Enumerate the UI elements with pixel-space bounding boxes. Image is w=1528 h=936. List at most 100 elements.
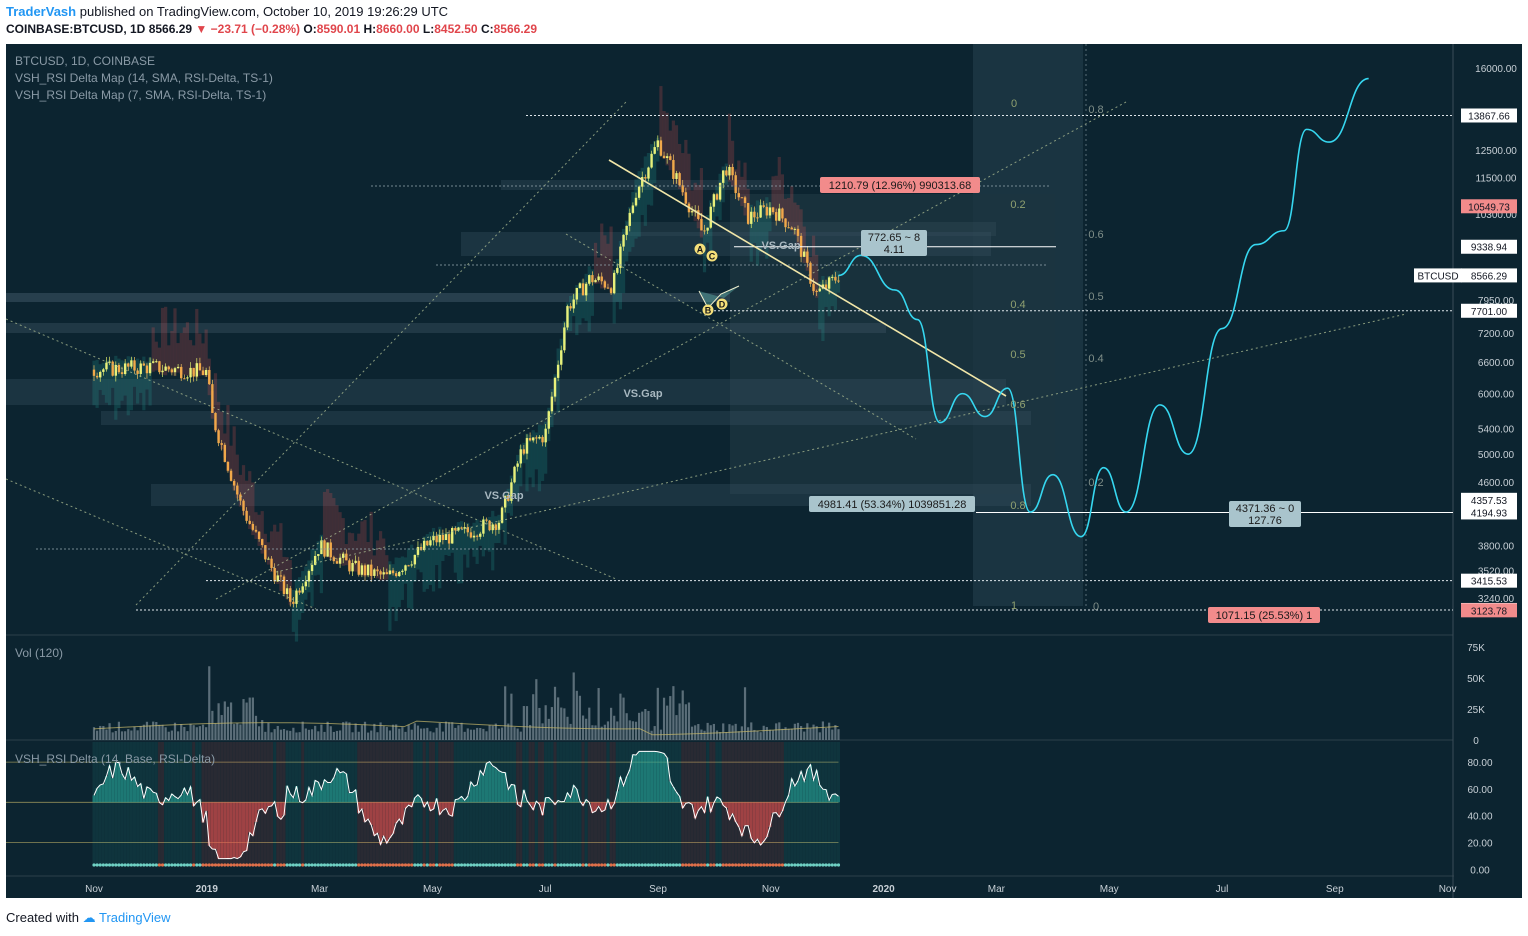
rsi-axis-tick: 60.00 xyxy=(1467,785,1492,796)
candle-body xyxy=(765,206,769,216)
rsi-map-column xyxy=(643,742,647,866)
map-cloud-segment xyxy=(332,498,336,562)
candle-body xyxy=(466,527,469,533)
rsi-map-column xyxy=(706,742,710,866)
time-axis-tick: May xyxy=(1100,884,1119,895)
chart-svg[interactable]: 1210.79 (12.96%) 990313.68 772.65 ~ 84.11… xyxy=(6,44,1522,898)
map-cloud-segment xyxy=(466,522,470,568)
rsi-map-column xyxy=(453,742,457,866)
rsi-delta-bar xyxy=(388,802,392,838)
rsi-signal-dot xyxy=(154,863,158,867)
volume-bar xyxy=(678,703,681,740)
volume-bar xyxy=(737,731,740,740)
map-cloud-segment xyxy=(634,179,638,239)
map-cloud-segment xyxy=(687,153,691,210)
map-cloud-segment xyxy=(578,282,582,325)
volume-bar xyxy=(594,725,597,740)
candle-body xyxy=(753,211,756,218)
map-cloud-segment xyxy=(335,505,339,563)
tradingview-logo-icon[interactable]: ☁ xyxy=(82,910,96,925)
map-cloud-segment xyxy=(581,279,585,319)
map-cloud-segment xyxy=(410,544,414,610)
volume-bar xyxy=(806,723,809,740)
close-value: 8566.29 xyxy=(493,22,538,36)
rsi-signal-dot xyxy=(372,863,376,867)
rsi-signal-dot xyxy=(453,863,457,867)
map-cloud-segment xyxy=(422,536,426,592)
volume-bar xyxy=(367,732,370,740)
rsi-delta-bar xyxy=(581,802,585,806)
map-cloud-segment xyxy=(226,405,230,472)
map-cloud-segment xyxy=(285,557,289,600)
candle-body xyxy=(164,366,167,371)
volume-bar xyxy=(270,732,273,740)
candle-body xyxy=(398,571,401,577)
candle-body xyxy=(675,173,678,179)
map-cloud-segment xyxy=(136,358,140,404)
rsi-delta-bar xyxy=(397,802,401,820)
rsi-signal-dot xyxy=(556,863,560,867)
rsi-signal-dot xyxy=(304,863,308,867)
measure-label-4-line2: 127.76 xyxy=(1248,515,1282,527)
rsi-map-column xyxy=(456,742,460,866)
rsi-delta-bar xyxy=(584,799,588,803)
volume-bar xyxy=(239,724,242,740)
rsi-axis-tick: 0.00 xyxy=(1470,865,1490,876)
volume-bar xyxy=(192,725,195,740)
rsi-map-column xyxy=(463,742,467,866)
candle-body xyxy=(407,565,410,567)
volume-bar xyxy=(314,725,317,740)
rsi-delta-bar xyxy=(690,802,694,805)
time-axis-tick: Sep xyxy=(1326,884,1344,895)
measure-label-1: 1210.79 (12.96%) 990313.68 xyxy=(829,180,972,192)
map-cloud-segment xyxy=(503,493,507,545)
map-cloud-segment xyxy=(743,162,747,216)
rsi-delta-bar xyxy=(294,786,298,803)
author-name[interactable]: TraderVash xyxy=(6,4,77,19)
rsi-map-column xyxy=(653,742,657,866)
rsi-delta-bar xyxy=(553,802,557,805)
candle-body xyxy=(774,212,778,221)
rsi-delta-bar xyxy=(441,802,445,811)
rsi-map-column xyxy=(323,742,327,866)
rsi-delta-bar xyxy=(95,788,99,803)
candle-body xyxy=(360,565,364,575)
chart-area[interactable]: 1210.79 (12.96%) 990313.68 772.65 ~ 8 4.11… xyxy=(6,44,1522,898)
candle-body xyxy=(447,534,451,544)
map-cloud-segment xyxy=(117,358,121,409)
rsi-signal-dot xyxy=(572,863,576,867)
volume-bar xyxy=(419,728,423,740)
map-cloud-segment xyxy=(142,356,146,411)
tradingview-brand[interactable]: TradingView xyxy=(99,910,171,925)
volume-bar xyxy=(323,731,326,740)
candle-body xyxy=(619,246,622,268)
volume-bar xyxy=(416,725,420,740)
rsi-map-column xyxy=(805,742,809,866)
map-cloud-segment xyxy=(407,548,411,608)
candle-body xyxy=(379,571,382,575)
price-axis-tick: 6600.00 xyxy=(1478,358,1515,369)
volume-bar xyxy=(778,722,781,740)
rsi-signal-dot xyxy=(173,863,177,867)
rsi-signal-dot xyxy=(403,863,408,867)
rsi-signal-dot xyxy=(740,863,744,867)
price-tag: 3123.78 xyxy=(1471,606,1508,617)
rsi-signal-dot xyxy=(397,863,401,867)
rsi-map-column xyxy=(189,742,193,866)
map-cloud-segment xyxy=(95,359,99,408)
rsi-signal-dot xyxy=(285,863,289,867)
map-cloud-segment xyxy=(269,531,274,572)
rsi-signal-dot xyxy=(488,863,492,867)
candle-body xyxy=(759,205,762,218)
map-cloud-segment xyxy=(811,235,816,293)
rsi-delta-bar xyxy=(170,793,174,803)
main-title: BTCUSD, 1D, COINBASE xyxy=(15,54,156,68)
map-cloud-segment xyxy=(459,521,464,584)
price-axis-tick: 10300.00 xyxy=(1475,210,1517,221)
rsi-delta-bar xyxy=(323,779,327,803)
rsi-map-column xyxy=(95,742,99,866)
map-cloud-segment xyxy=(488,516,492,552)
rsi-delta-bar xyxy=(805,769,809,803)
volume-bar xyxy=(563,708,566,740)
rsi-delta-bar xyxy=(235,802,239,859)
